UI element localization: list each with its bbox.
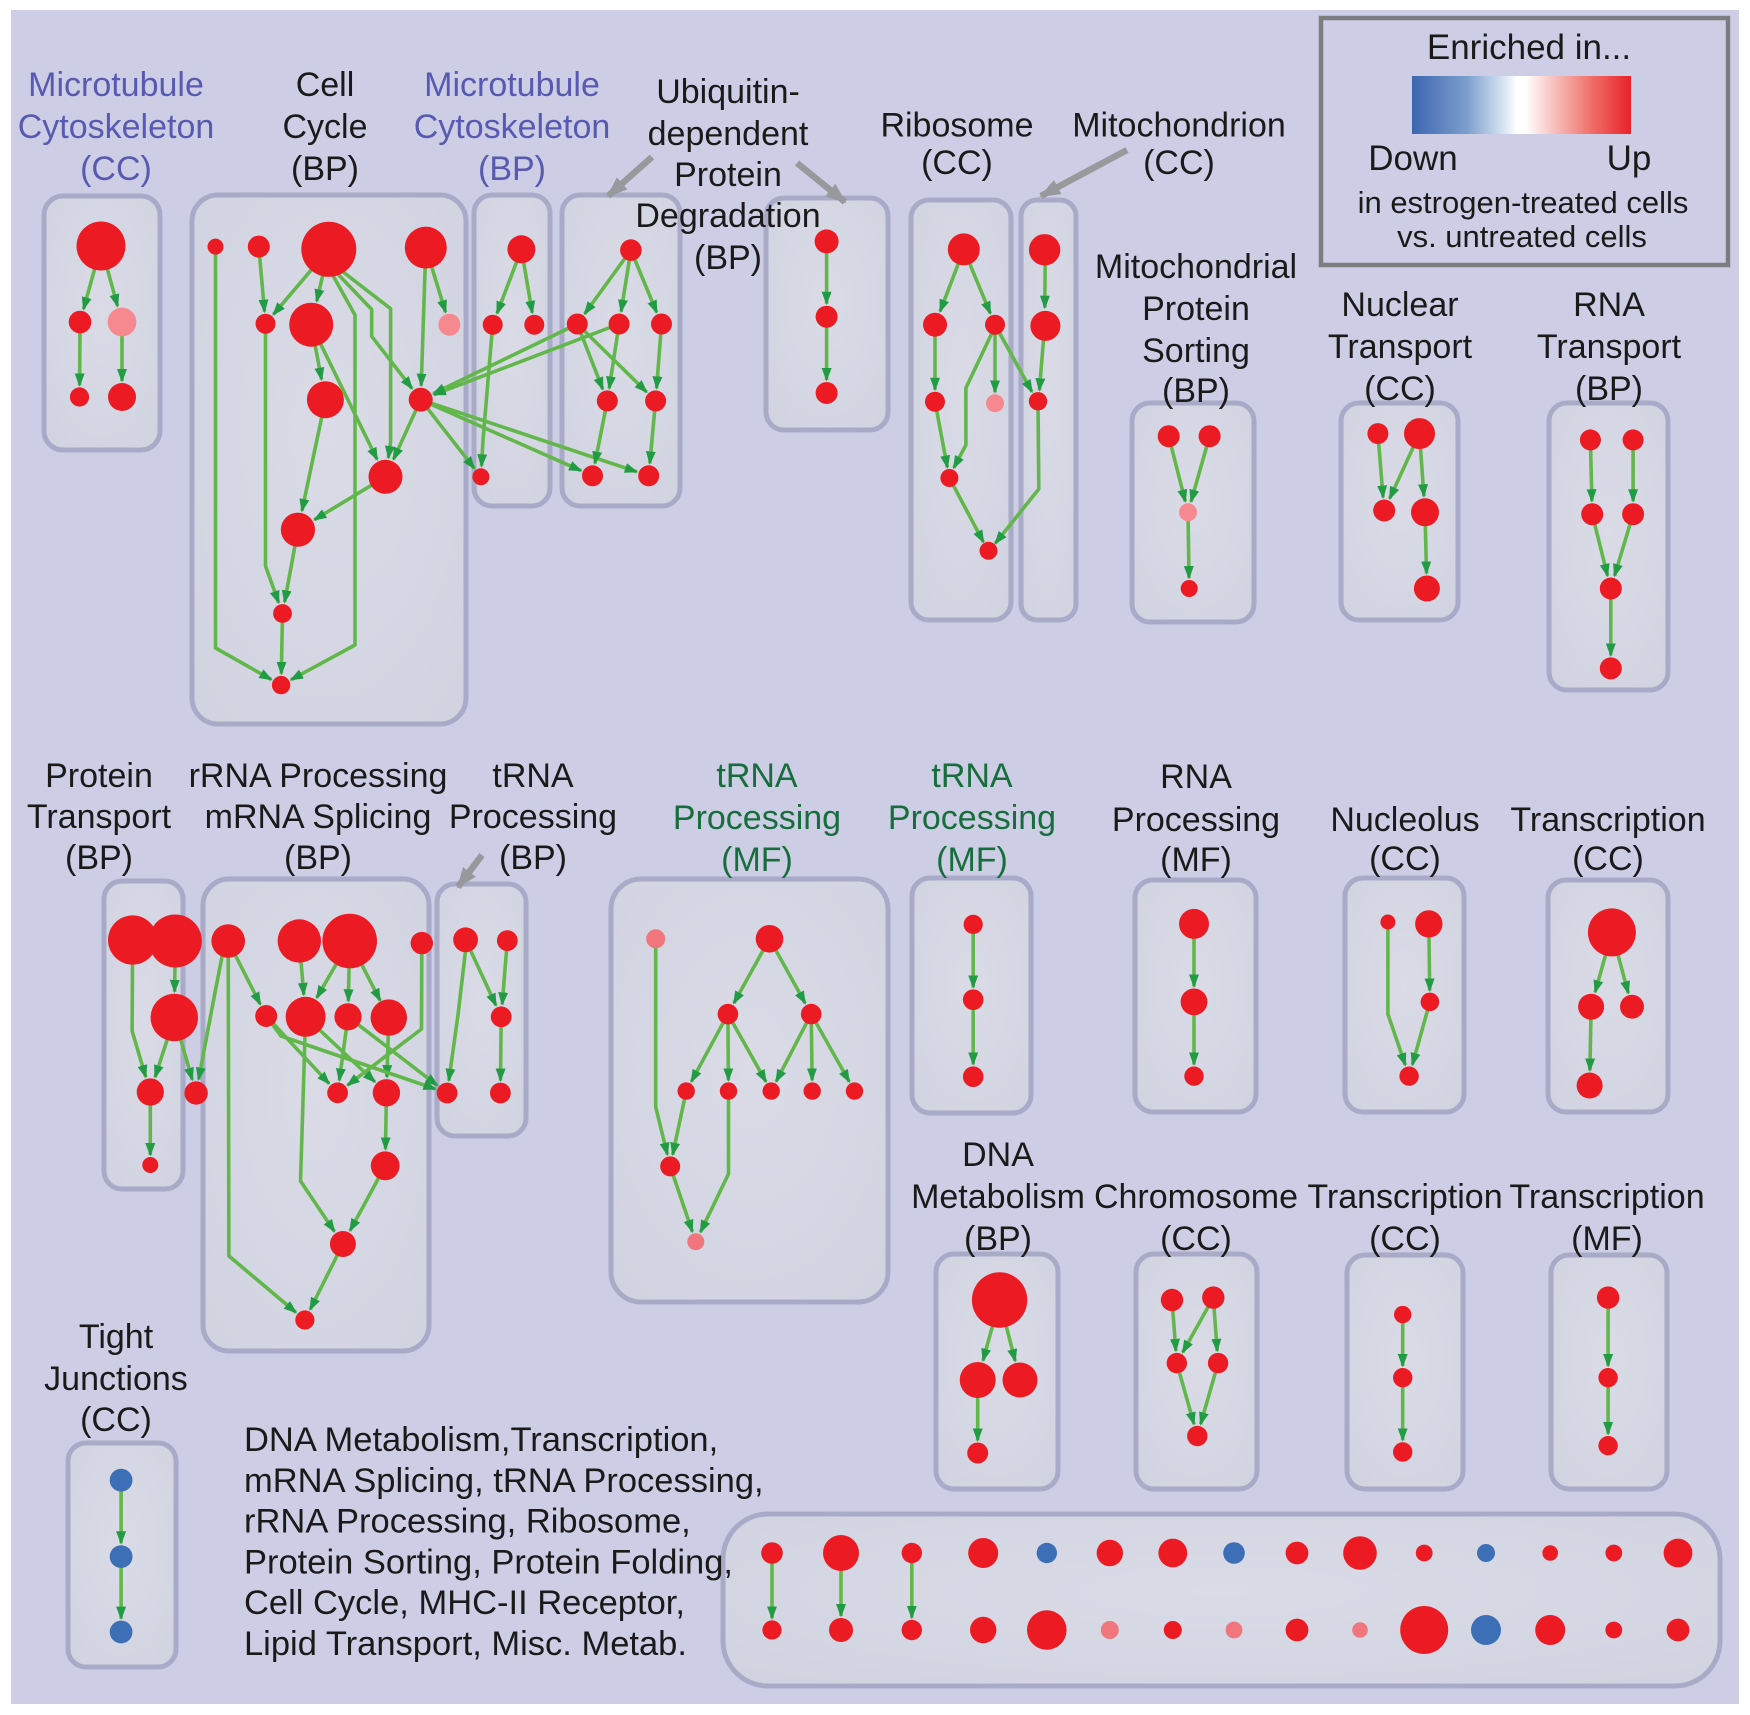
svg-text:Protein Sorting, Protein Foldi: Protein Sorting, Protein Folding, xyxy=(244,1543,733,1581)
svg-text:(MF): (MF) xyxy=(936,841,1008,879)
svg-text:Mitochondrial: Mitochondrial xyxy=(1095,248,1297,286)
svg-text:Down: Down xyxy=(1368,139,1457,178)
svg-text:(BP): (BP) xyxy=(964,1220,1032,1258)
svg-text:Processing: Processing xyxy=(1112,801,1280,839)
svg-text:Transport: Transport xyxy=(1537,328,1682,366)
svg-text:tRNA: tRNA xyxy=(931,757,1013,795)
svg-text:Protein: Protein xyxy=(674,156,782,194)
svg-text:Nuclear: Nuclear xyxy=(1341,286,1458,324)
svg-text:Cell: Cell xyxy=(296,66,355,104)
svg-text:DNA Metabolism,Transcription,: DNA Metabolism,Transcription, xyxy=(244,1421,718,1459)
svg-text:Ribosome: Ribosome xyxy=(880,107,1033,145)
svg-text:(CC): (CC) xyxy=(1143,144,1215,182)
svg-text:Nucleolus: Nucleolus xyxy=(1330,801,1479,839)
svg-text:vs. untreated cells: vs. untreated cells xyxy=(1397,219,1647,254)
svg-text:(MF): (MF) xyxy=(1571,1220,1643,1258)
svg-text:Processing: Processing xyxy=(449,798,617,836)
svg-text:Cytoskeleton: Cytoskeleton xyxy=(414,108,611,146)
svg-text:(CC): (CC) xyxy=(1572,840,1644,878)
svg-text:Protein: Protein xyxy=(1142,290,1250,328)
svg-text:Transport: Transport xyxy=(27,798,172,836)
svg-text:(CC): (CC) xyxy=(1364,370,1436,408)
svg-text:RNA: RNA xyxy=(1573,286,1645,324)
svg-text:(BP): (BP) xyxy=(1162,372,1230,410)
svg-text:tRNA: tRNA xyxy=(492,757,574,795)
svg-text:Transport: Transport xyxy=(1328,328,1473,366)
svg-text:Degradation: Degradation xyxy=(635,197,820,235)
svg-text:mRNA Splicing: mRNA Splicing xyxy=(205,798,432,836)
svg-text:Sorting: Sorting xyxy=(1142,332,1250,370)
svg-text:(CC): (CC) xyxy=(1369,1220,1441,1258)
svg-text:Microtubule: Microtubule xyxy=(424,66,600,104)
svg-text:Cell Cycle, MHC-II Receptor,: Cell Cycle, MHC-II Receptor, xyxy=(244,1584,685,1622)
svg-text:(BP): (BP) xyxy=(284,839,352,877)
svg-text:Transcription: Transcription xyxy=(1510,801,1705,839)
svg-text:RNA: RNA xyxy=(1160,758,1232,796)
svg-text:(CC): (CC) xyxy=(1369,840,1441,878)
svg-text:Protein: Protein xyxy=(45,757,153,795)
svg-text:Cycle: Cycle xyxy=(282,108,367,146)
svg-text:Transcription: Transcription xyxy=(1307,1178,1502,1216)
svg-text:(MF): (MF) xyxy=(721,841,793,879)
svg-text:(CC): (CC) xyxy=(80,1401,152,1439)
svg-text:rRNA Processing, Ribosome,: rRNA Processing, Ribosome, xyxy=(244,1503,691,1541)
svg-text:Transcription: Transcription xyxy=(1509,1178,1704,1216)
svg-text:Cytoskeleton: Cytoskeleton xyxy=(18,108,215,146)
svg-text:(CC): (CC) xyxy=(80,150,152,188)
svg-text:Up: Up xyxy=(1607,139,1652,178)
svg-text:(CC): (CC) xyxy=(921,144,993,182)
svg-text:(BP): (BP) xyxy=(65,839,133,877)
svg-text:Junctions: Junctions xyxy=(44,1360,188,1398)
svg-text:Microtubule: Microtubule xyxy=(28,66,204,104)
svg-text:tRNA: tRNA xyxy=(716,757,798,795)
svg-text:Processing: Processing xyxy=(673,799,841,837)
svg-text:Tight: Tight xyxy=(79,1318,154,1356)
svg-text:mRNA Splicing, tRNA Processing: mRNA Splicing, tRNA Processing, xyxy=(244,1462,764,1500)
svg-text:(BP): (BP) xyxy=(1575,370,1643,408)
svg-text:in estrogen-treated cells: in estrogen-treated cells xyxy=(1358,185,1689,220)
svg-text:Enriched in...: Enriched in... xyxy=(1427,28,1631,67)
svg-text:DNA: DNA xyxy=(962,1136,1034,1174)
svg-text:(BP): (BP) xyxy=(694,239,762,277)
svg-text:Chromosome: Chromosome xyxy=(1094,1178,1298,1216)
svg-text:Ubiquitin-: Ubiquitin- xyxy=(656,73,800,111)
svg-text:(BP): (BP) xyxy=(499,839,567,877)
svg-text:Lipid Transport, Misc. Metab.: Lipid Transport, Misc. Metab. xyxy=(244,1625,687,1663)
svg-text:Processing: Processing xyxy=(888,799,1056,837)
svg-text:(BP): (BP) xyxy=(291,150,359,188)
svg-text:rRNA Processing: rRNA Processing xyxy=(189,757,448,795)
svg-text:Metabolism: Metabolism xyxy=(911,1178,1085,1216)
svg-text:(BP): (BP) xyxy=(478,150,546,188)
svg-text:dependent: dependent xyxy=(648,115,809,153)
svg-text:(CC): (CC) xyxy=(1160,1220,1232,1258)
svg-text:(MF): (MF) xyxy=(1160,841,1232,879)
svg-text:Mitochondrion: Mitochondrion xyxy=(1072,107,1286,145)
